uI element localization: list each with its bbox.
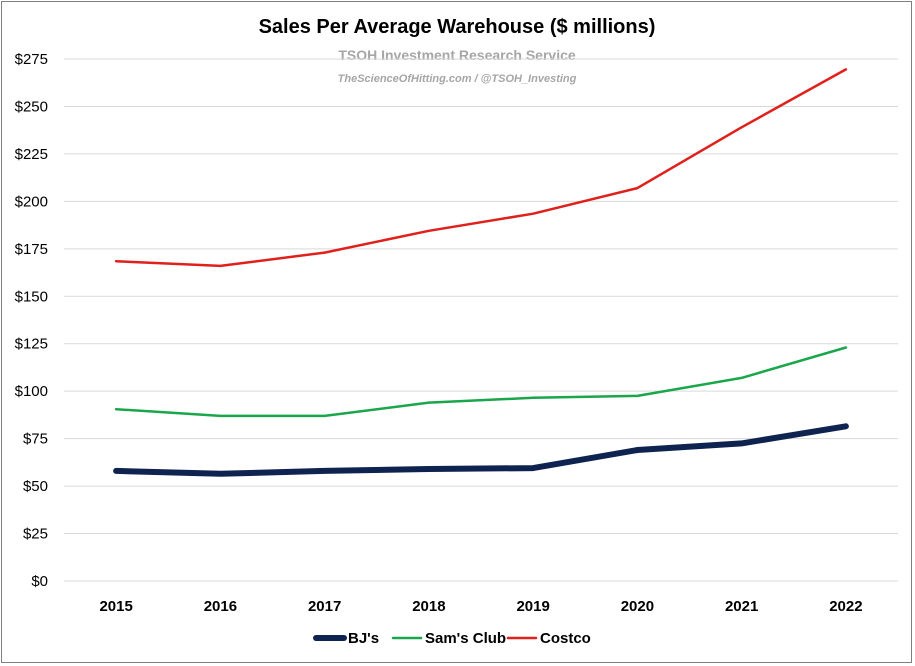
- series-group: [113, 68, 849, 477]
- x-tick-label: 2015: [99, 598, 132, 615]
- watermark-line-1: TSOH Investment Research Service: [338, 47, 576, 63]
- grid: [64, 58, 898, 582]
- y-tick-label: $125: [15, 336, 48, 353]
- y-tick-label: $25: [23, 526, 48, 543]
- watermark-line-2: TheScienceOfHitting.com / @TSOH_Investin…: [338, 73, 577, 85]
- x-tick-label: 2018: [412, 598, 445, 615]
- y-tick-label: $250: [15, 98, 48, 115]
- y-tick-label: $50: [23, 478, 48, 495]
- y-tick-label: $0: [31, 573, 48, 590]
- legend-label-bj-s: BJ's: [348, 630, 379, 647]
- x-tick-label: 2021: [725, 598, 758, 615]
- legend-label-sam-s-club: Sam's Club: [425, 630, 506, 647]
- y-tick-label: $150: [15, 288, 48, 305]
- series-line-bj-s: [113, 423, 849, 477]
- chart-title: Sales Per Average Warehouse ($ millions): [259, 16, 656, 38]
- x-tick-label: 2019: [516, 598, 549, 615]
- y-tick-label: $200: [15, 193, 48, 210]
- y-tick-label: $75: [23, 431, 48, 448]
- legend: BJ's Sam's Club Costco: [313, 630, 591, 647]
- x-tick-label: 2017: [308, 598, 341, 615]
- y-tick-label: $100: [15, 383, 48, 400]
- x-tick-label: 2016: [204, 598, 237, 615]
- y-tick-label: $275: [15, 51, 48, 68]
- legend-label-costco: Costco: [540, 630, 591, 647]
- x-tick-label: 2022: [829, 598, 862, 615]
- x-axis: 2015 2016 2017 2018 2019 2020 2021 2022: [99, 598, 862, 615]
- y-tick-label: $225: [15, 146, 48, 163]
- series-line-sam-s-club: [114, 346, 848, 418]
- y-axis: $0 $25 $50 $75 $100 $125 $150 $175 $200 $225 $250 $…: [15, 51, 48, 590]
- series-line-costco: [114, 68, 848, 268]
- y-tick-label: $175: [15, 241, 48, 258]
- x-tick-label: 2020: [621, 598, 654, 615]
